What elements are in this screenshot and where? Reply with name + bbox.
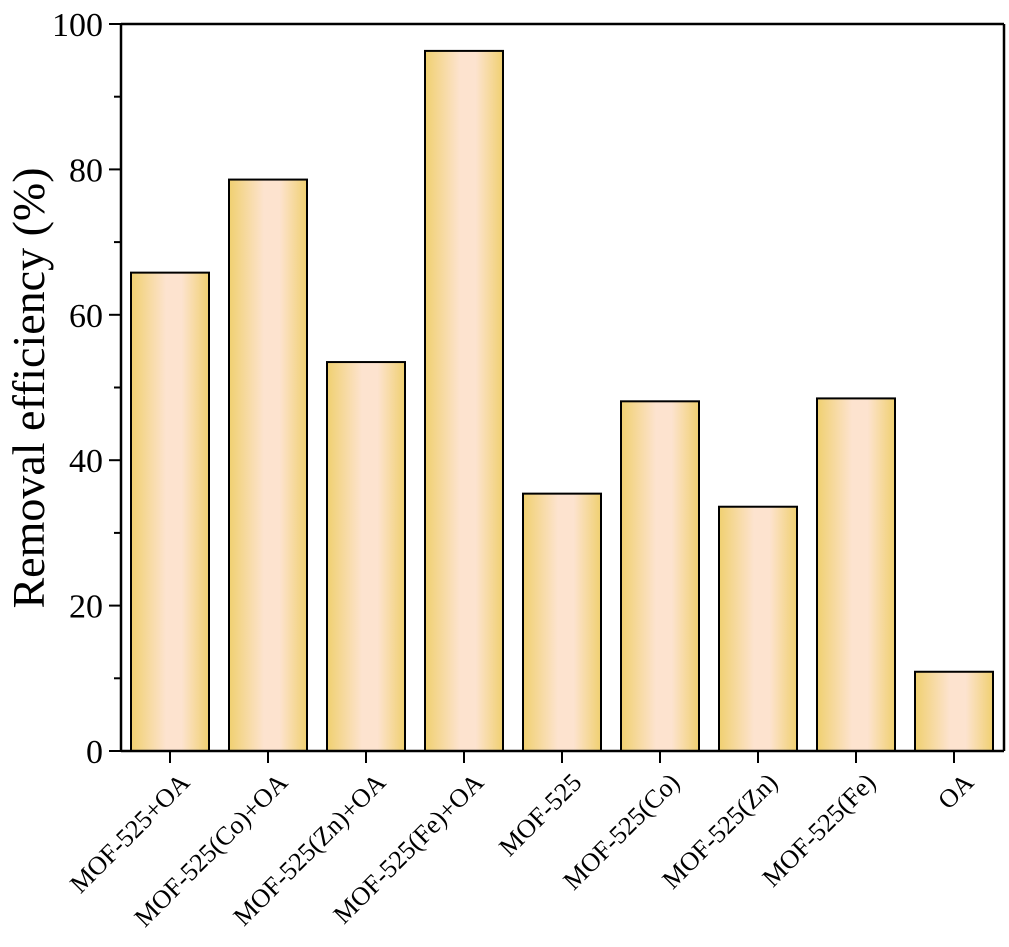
y-tick-label: 60 [69,298,103,335]
y-axis-title: Removal efficiency (%) [3,167,54,608]
bars-layer [130,49,994,753]
bar-8 [816,397,896,752]
bar-4 [424,49,504,753]
bar-9 [914,670,994,753]
y-tick-label: 0 [86,734,103,771]
y-tick-label: 100 [52,7,103,44]
bar-7 [718,505,798,752]
x-tick-label: OA [932,768,979,815]
bar-3 [326,361,406,752]
bar-6 [620,400,700,752]
bar-1 [130,271,210,752]
y-tick-label: 20 [69,589,103,626]
axes-layer [109,22,1006,763]
y-tick-label: 80 [69,152,103,189]
y-tick-label: 40 [69,443,103,480]
bar-5 [522,492,602,752]
x-tick-label: MOF-525 [493,768,587,862]
bar-2 [228,178,308,752]
